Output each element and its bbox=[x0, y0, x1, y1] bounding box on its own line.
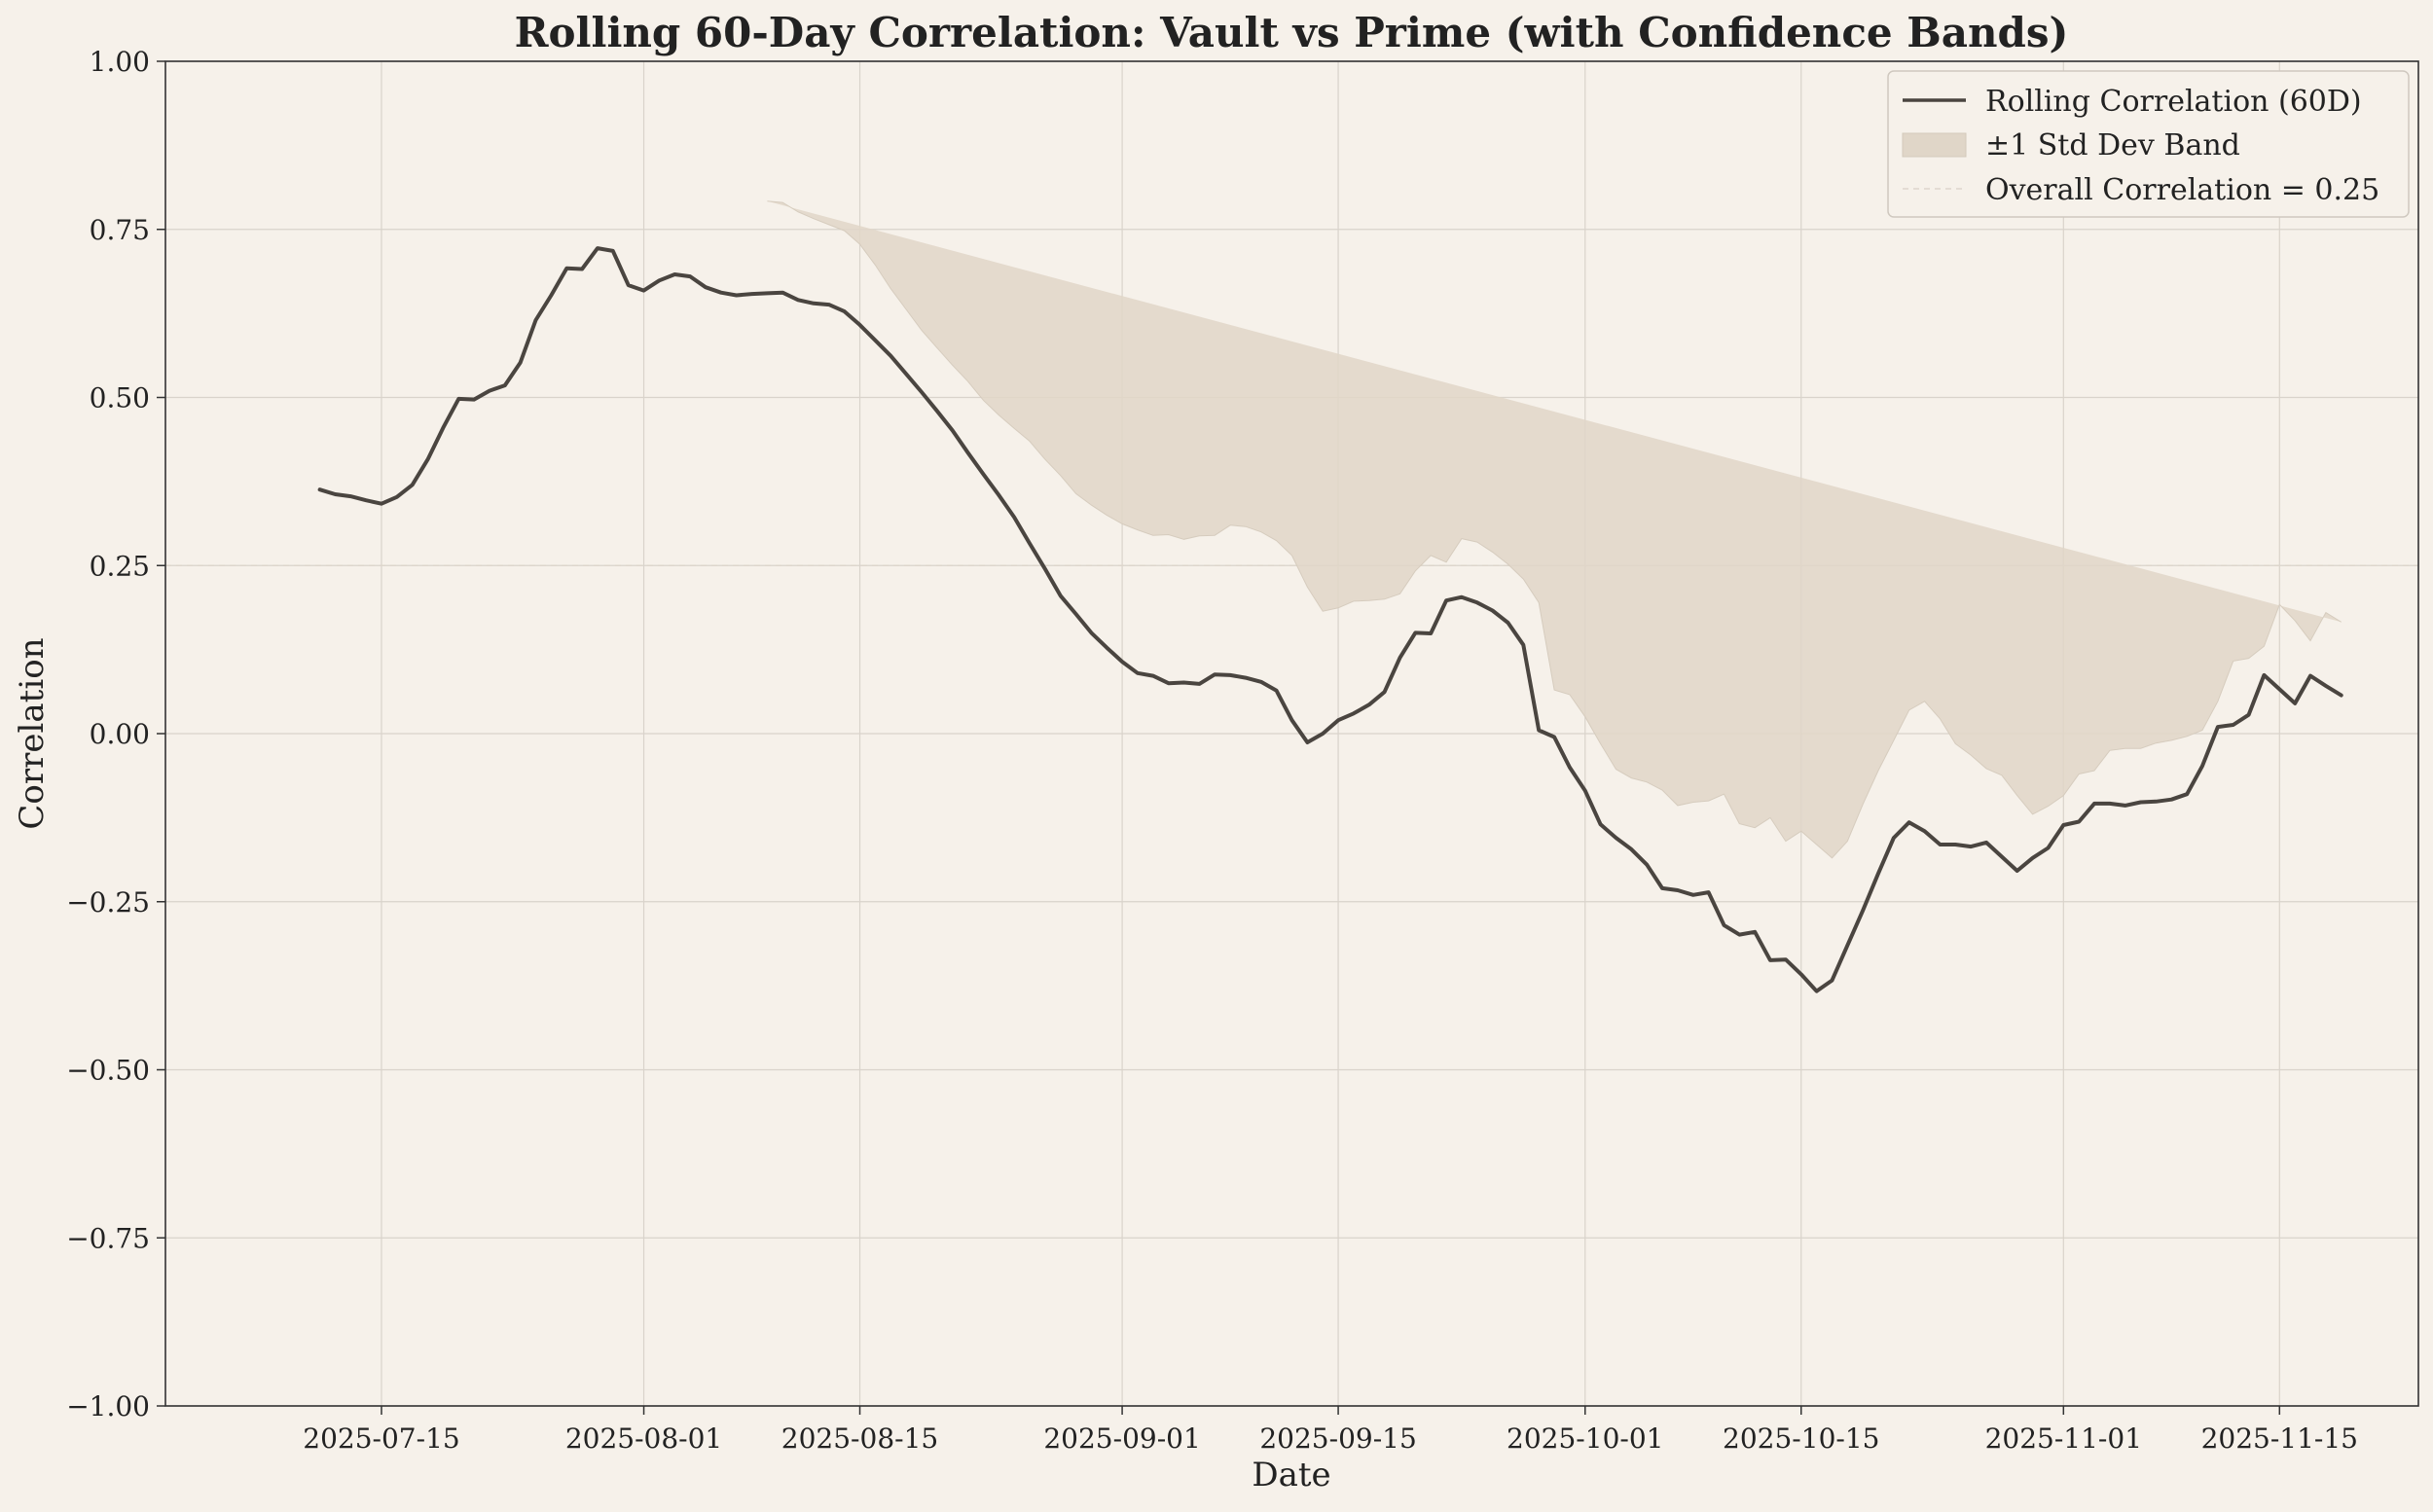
legend-box bbox=[1887, 70, 2410, 218]
y-tick-label: −0.50 bbox=[66, 1055, 150, 1087]
x-axis-title: Date bbox=[1252, 1456, 1330, 1494]
chart-title: Rolling 60-Day Correlation: Vault vs Pri… bbox=[515, 9, 2069, 56]
tick-layer: 2025-07-15 2025-08-01 2025-08-15 2025-09-01… bbox=[66, 46, 2358, 1455]
rolling-correlation-line bbox=[317, 246, 2343, 993]
x-tick-label: 2025-09-01 bbox=[1043, 1422, 1200, 1455]
std-dev-band bbox=[767, 200, 2342, 859]
y-tick-label: 0.75 bbox=[90, 214, 150, 246]
x-tick-label: 2025-10-01 bbox=[1507, 1422, 1663, 1455]
y-tick-label: 0.50 bbox=[90, 382, 150, 414]
x-tick-label: 2025-11-15 bbox=[2201, 1422, 2358, 1455]
y-tick-label: −0.25 bbox=[66, 886, 150, 918]
std-band-layer bbox=[767, 200, 2342, 859]
legend-swatch-band bbox=[1902, 132, 1967, 158]
x-tick-label: 2025-09-15 bbox=[1259, 1422, 1416, 1455]
y-tick-label: 1.00 bbox=[90, 46, 150, 78]
x-tick-label: 2025-11-01 bbox=[1985, 1422, 2142, 1455]
x-tick-label: 2025-10-15 bbox=[1723, 1422, 1879, 1455]
y-tick-label: 0.00 bbox=[90, 718, 150, 750]
legend-label-band: ±1 Std Dev Band bbox=[1985, 128, 2240, 162]
y-tick-label: −0.75 bbox=[66, 1222, 150, 1254]
legend-label-line: Rolling Correlation (60D) bbox=[1985, 85, 2362, 119]
x-tick-label: 2025-08-01 bbox=[565, 1422, 722, 1455]
x-tick-label: 2025-07-15 bbox=[303, 1422, 459, 1455]
x-tick-label: 2025-08-15 bbox=[781, 1422, 938, 1455]
correlation-line-layer bbox=[317, 246, 2343, 993]
legend-label-hline: Overall Correlation = 0.25 bbox=[1985, 173, 2379, 207]
y-axis-title: Correlation bbox=[13, 637, 52, 829]
legend: Rolling Correlation (60D) ±1 Std Dev Ban… bbox=[1887, 70, 2410, 218]
y-tick-label: −1.00 bbox=[66, 1390, 150, 1422]
y-tick-label: 0.25 bbox=[90, 550, 150, 582]
